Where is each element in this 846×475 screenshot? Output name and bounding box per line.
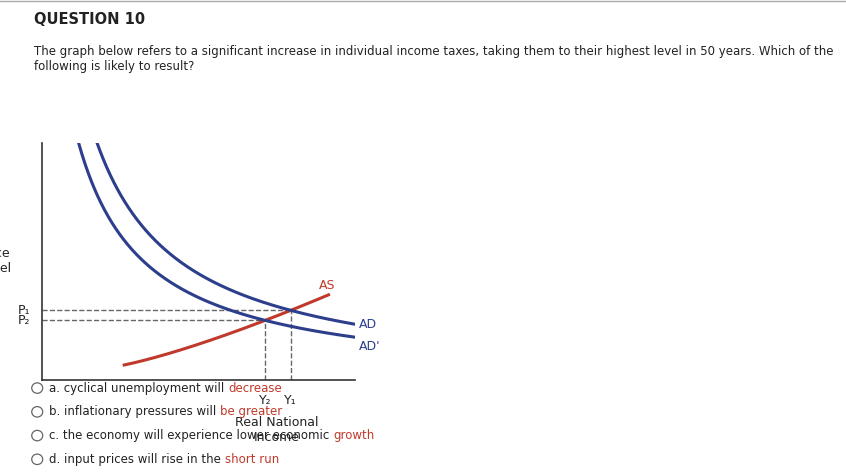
Text: decrease: decrease: [228, 381, 282, 395]
Text: AD: AD: [359, 318, 376, 331]
Text: d. input prices will rise in the: d. input prices will rise in the: [49, 453, 225, 466]
Text: b. inflationary pressures will: b. inflationary pressures will: [49, 405, 220, 418]
Text: AS: AS: [319, 279, 336, 293]
Text: Y₁: Y₁: [284, 394, 297, 407]
Text: P₂: P₂: [17, 314, 30, 327]
Text: growth: growth: [333, 429, 374, 442]
Text: The graph below refers to a significant increase in individual income taxes, tak: The graph below refers to a significant …: [34, 45, 833, 73]
Text: P₁: P₁: [17, 304, 30, 317]
Text: AD': AD': [359, 340, 380, 352]
Text: QUESTION 10: QUESTION 10: [34, 12, 145, 27]
Text: c. the economy will experience lower economic: c. the economy will experience lower eco…: [49, 429, 333, 442]
Text: Y₂: Y₂: [259, 394, 272, 407]
Text: short run: short run: [225, 453, 279, 466]
Text: Price
Level: Price Level: [0, 247, 12, 275]
Text: a. cyclical unemployment will: a. cyclical unemployment will: [49, 381, 228, 395]
Text: be greater: be greater: [220, 405, 283, 418]
Text: Real National
Income: Real National Income: [235, 416, 319, 444]
